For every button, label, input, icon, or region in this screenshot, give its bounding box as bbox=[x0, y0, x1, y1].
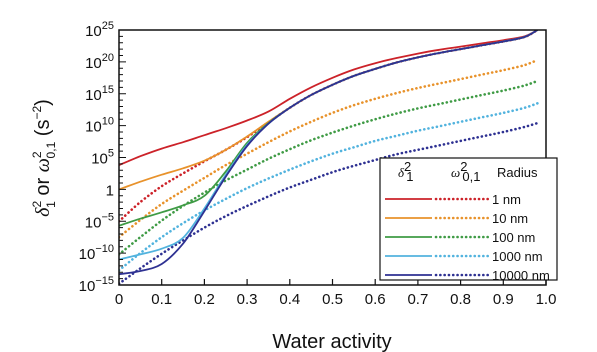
legend-label: 1 nm bbox=[492, 192, 521, 207]
series-dotted-1 bbox=[119, 58, 539, 239]
legend-rows: 1 nm 10 nm 100 nm 1000 nm 10000 nm bbox=[385, 192, 550, 283]
y-tick-label: 10−5 bbox=[85, 211, 114, 231]
series-solid-4 bbox=[119, 30, 538, 276]
y-tick-label: 105 bbox=[91, 148, 114, 168]
x-tick-label: 0.2 bbox=[194, 291, 215, 308]
legend-head-delta: δ2 1 bbox=[398, 159, 414, 184]
y-title-or: or bbox=[32, 172, 54, 201]
y-title-delta: δ bbox=[32, 207, 54, 217]
x-tick-label: 0.3 bbox=[237, 291, 258, 308]
x-tick-label: 0.9 bbox=[493, 291, 514, 308]
legend-head-omega: ω2 0,1 bbox=[451, 159, 481, 184]
legend-label: 10 nm bbox=[492, 211, 528, 226]
y-tick-label: 10−15 bbox=[79, 275, 114, 295]
y-tick-label: 1015 bbox=[85, 84, 114, 104]
y-tick-label: 1025 bbox=[85, 20, 114, 40]
y-tick-label: 1010 bbox=[85, 116, 114, 136]
x-tick-label: 0.5 bbox=[322, 291, 343, 308]
legend-label: 1000 nm bbox=[492, 249, 543, 264]
y-title-unit-open: (s bbox=[32, 120, 54, 142]
y-title-omega-sup: 2 bbox=[30, 151, 44, 158]
y-axis-title: δ21 or ω20,1 (s−2) bbox=[30, 99, 58, 217]
x-tick-label: 1.0 bbox=[536, 291, 557, 308]
y-title-unit-close: ) bbox=[32, 99, 54, 106]
y-title-unit-sup: −2 bbox=[30, 106, 44, 120]
x-tick-label: 0.8 bbox=[450, 291, 471, 308]
x-tick-label: 0.1 bbox=[151, 291, 172, 308]
y-title-omega-sub: 0,1 bbox=[44, 141, 58, 158]
y-title-delta-sup: 2 bbox=[30, 201, 44, 208]
legend-label: 10000 nm bbox=[492, 268, 550, 283]
legend-head-radius: Radius bbox=[497, 165, 538, 180]
legend-box bbox=[379, 157, 558, 281]
y-title-omega: ω bbox=[32, 158, 54, 172]
y-tick-label: 1020 bbox=[85, 52, 114, 72]
legend-label: 100 nm bbox=[492, 230, 535, 245]
series-solid-0 bbox=[119, 30, 538, 166]
y-tick-label: 10−10 bbox=[79, 243, 114, 263]
x-axis-ticks: 0 0.1 0.2 0.3 0.4 0.5 0.6 0.7 0.8 0.9 1.0 bbox=[115, 279, 557, 308]
x-tick-label: 0 bbox=[115, 291, 123, 308]
y-title-delta-sub: 1 bbox=[44, 201, 58, 208]
x-axis-title: Water activity bbox=[272, 331, 391, 352]
series-dotted-3 bbox=[119, 102, 539, 272]
series-layer bbox=[119, 30, 539, 285]
series-dotted-4 bbox=[119, 121, 539, 285]
x-tick-label: 0.4 bbox=[279, 291, 300, 308]
y-axis-ticks: 10−15 10−10 10−5 1 105 1010 1015 1020 1025 bbox=[79, 20, 126, 295]
x-tick-label: 0.6 bbox=[365, 291, 386, 308]
x-tick-label: 0.7 bbox=[407, 291, 428, 308]
series-dotted-2 bbox=[119, 79, 539, 256]
y-tick-label: 1 bbox=[106, 182, 114, 199]
